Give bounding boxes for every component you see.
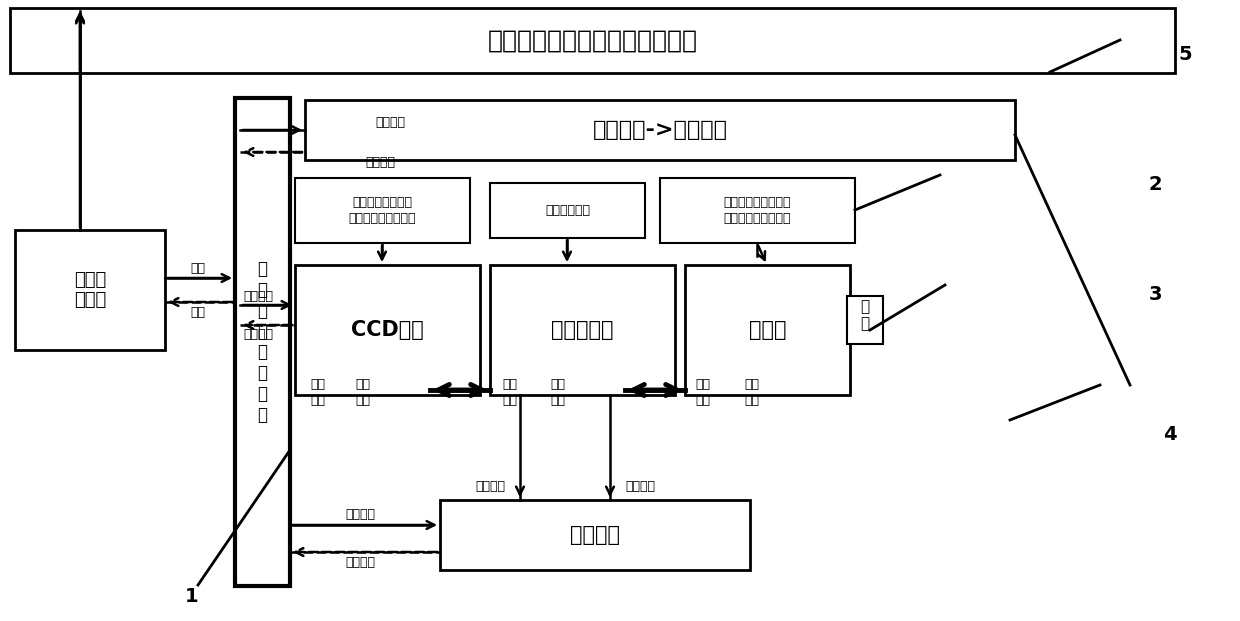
- Text: 热体: 热体: [696, 379, 711, 391]
- Text: 1: 1: [185, 587, 198, 607]
- Text: 2: 2: [1148, 176, 1162, 194]
- Text: 设备: 设备: [502, 394, 517, 407]
- Text: 反馈信号: 反馈信号: [345, 556, 374, 568]
- Text: 3: 3: [1148, 286, 1162, 304]
- Text: CCD检测: CCD检测: [351, 320, 424, 340]
- Text: 工况: 工况: [551, 379, 565, 391]
- Text: 控制信号: 控制信号: [243, 289, 273, 302]
- Text: 故障: 故障: [551, 394, 565, 407]
- Bar: [295, 178, 470, 243]
- Text: 干
扰: 干 扰: [861, 299, 869, 331]
- Text: 结构光: 结构光: [749, 320, 786, 340]
- Text: 温度波动曲线: 温度波动曲线: [546, 204, 590, 217]
- Bar: [15, 230, 165, 350]
- Text: 基于特征的训练模
型、去干扰、大数据: 基于特征的训练模 型、去干扰、大数据: [348, 196, 417, 225]
- Text: 运动参数: 运动参数: [475, 481, 505, 494]
- Bar: [684, 265, 849, 395]
- Text: 极端: 极端: [502, 379, 517, 391]
- Text: 信号: 信号: [191, 306, 206, 319]
- Text: 图像: 图像: [310, 379, 325, 391]
- Bar: [305, 100, 1016, 160]
- Text: 学习: 学习: [356, 394, 371, 407]
- Bar: [236, 98, 290, 586]
- Text: 工艺参数: 工艺参数: [625, 481, 655, 494]
- Text: 运动载体: 运动载体: [570, 525, 620, 545]
- Bar: [490, 183, 645, 238]
- Text: 物理: 物理: [744, 379, 759, 391]
- Text: 智能控
制系统: 智能控 制系统: [74, 271, 107, 309]
- Text: 控制信号: 控制信号: [345, 509, 374, 522]
- Bar: [660, 178, 856, 243]
- Text: 带带滤波、表征、相
位编码、增强和修复: 带带滤波、表征、相 位编码、增强和修复: [724, 196, 791, 225]
- Bar: [440, 500, 750, 570]
- Text: 反馈信号: 反馈信号: [365, 155, 396, 168]
- Text: 去噪: 去噪: [356, 379, 371, 391]
- Text: 反馈信号: 反馈信号: [243, 329, 273, 342]
- Text: 数据: 数据: [191, 261, 206, 274]
- Text: 形貌: 形貌: [744, 394, 759, 407]
- Text: 数据管理系统（含工艺数据库）: 数据管理系统（含工艺数据库）: [487, 29, 697, 53]
- Text: 双色高温计: 双色高温计: [552, 320, 614, 340]
- Text: 4: 4: [1163, 425, 1177, 445]
- Bar: [490, 265, 675, 395]
- Text: 5: 5: [1178, 45, 1192, 65]
- Text: 深度: 深度: [310, 394, 325, 407]
- Bar: [10, 8, 1176, 73]
- Bar: [295, 265, 480, 395]
- Text: 增
材
制
造
检
测
系
统: 增 材 制 造 检 测 系 统: [258, 260, 268, 424]
- Text: 控制信号: 控制信号: [374, 116, 405, 129]
- Bar: [847, 296, 883, 344]
- Text: 数据融合->评价模型: 数据融合->评价模型: [593, 120, 728, 140]
- Text: 三维: 三维: [696, 394, 711, 407]
